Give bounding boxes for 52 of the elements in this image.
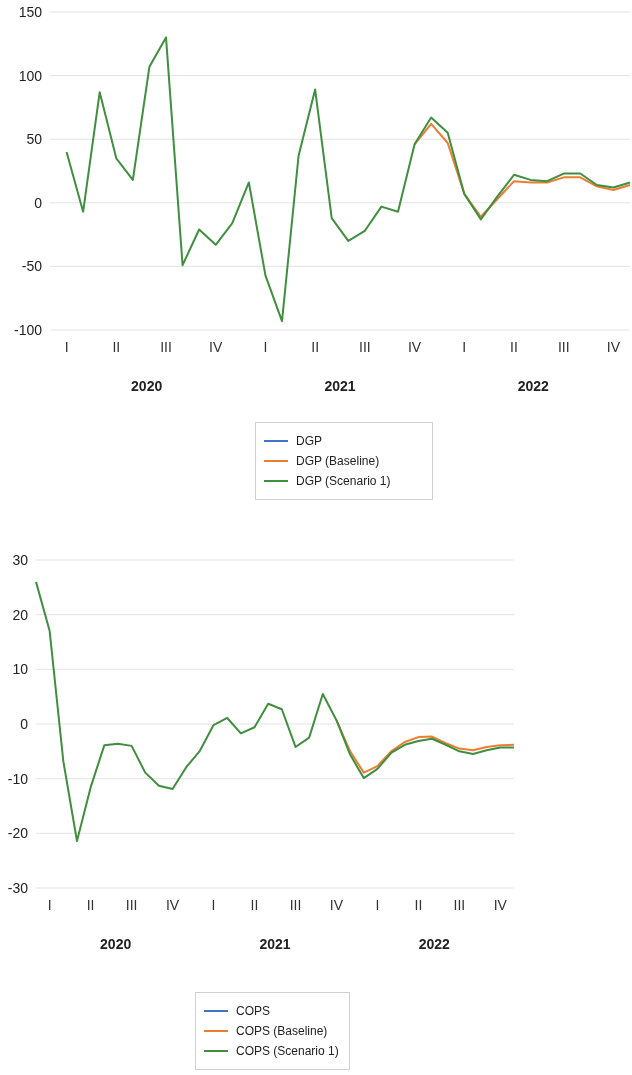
x-tick-label: IV bbox=[606, 338, 621, 355]
legend-label: DGP bbox=[296, 434, 323, 448]
x-tick-label: II bbox=[250, 896, 259, 913]
x-tick-label: I bbox=[462, 338, 467, 355]
x-tick-label: III bbox=[160, 338, 172, 355]
x-tick-label: II bbox=[414, 896, 423, 913]
y-tick-label: -20 bbox=[7, 825, 29, 842]
x-tick-label: III bbox=[453, 896, 466, 913]
y-tick-label: -50 bbox=[21, 258, 43, 275]
legend-label: COPS (Baseline) bbox=[236, 1024, 328, 1038]
y-tick-label: -100 bbox=[13, 321, 43, 338]
x-tick-label: III bbox=[125, 896, 138, 913]
line-series bbox=[35, 580, 515, 842]
text: 2020 bbox=[99, 936, 133, 952]
text: 2022 bbox=[417, 936, 451, 952]
y-tick-label: 100 bbox=[18, 67, 43, 84]
y-tick-label: 10 bbox=[12, 661, 29, 678]
x-tick-label: III bbox=[289, 896, 302, 913]
text: 2021 bbox=[323, 378, 357, 394]
y-tick-label: 0 bbox=[20, 715, 29, 732]
x-tick-label: II bbox=[112, 338, 121, 355]
x-tick-label: IV bbox=[165, 896, 180, 913]
x-tick-label: II bbox=[311, 338, 320, 355]
x-tick-label: I bbox=[47, 896, 52, 913]
y-tick-label: 0 bbox=[34, 194, 43, 211]
legend-label: DGP (Scenario 1) bbox=[296, 474, 391, 488]
x-tick-label: III bbox=[359, 338, 371, 355]
legend-label: DGP (Baseline) bbox=[296, 454, 380, 468]
x-tick-label: II bbox=[510, 338, 518, 355]
y-tick-label: 20 bbox=[12, 606, 29, 623]
x-tick-label: IV bbox=[493, 896, 508, 913]
text: 2020 bbox=[130, 378, 164, 394]
x-tick-label: IV bbox=[407, 338, 422, 355]
x-tick-label: III bbox=[557, 338, 570, 355]
y-tick-label: 150 bbox=[18, 3, 43, 20]
x-tick-label: I bbox=[64, 338, 69, 355]
legend-label: COPS bbox=[236, 1004, 271, 1018]
x-tick-label: II bbox=[86, 896, 95, 913]
text: 2021 bbox=[258, 936, 292, 952]
x-tick-label: I bbox=[375, 896, 380, 913]
x-tick-label: IV bbox=[209, 338, 223, 355]
y-tick-label: 30 bbox=[12, 551, 29, 568]
y-tick-label: 50 bbox=[26, 131, 43, 148]
line-series bbox=[65, 36, 631, 323]
text: 2022 bbox=[516, 378, 550, 394]
x-tick-label: I bbox=[211, 896, 216, 913]
x-tick-label: I bbox=[263, 338, 268, 355]
legend-label: COPS (Scenario 1) bbox=[236, 1044, 339, 1058]
y-tick-label: -10 bbox=[7, 770, 29, 787]
x-tick-label: IV bbox=[329, 896, 344, 913]
y-tick-label: -30 bbox=[7, 879, 29, 896]
line-series bbox=[335, 719, 515, 774]
